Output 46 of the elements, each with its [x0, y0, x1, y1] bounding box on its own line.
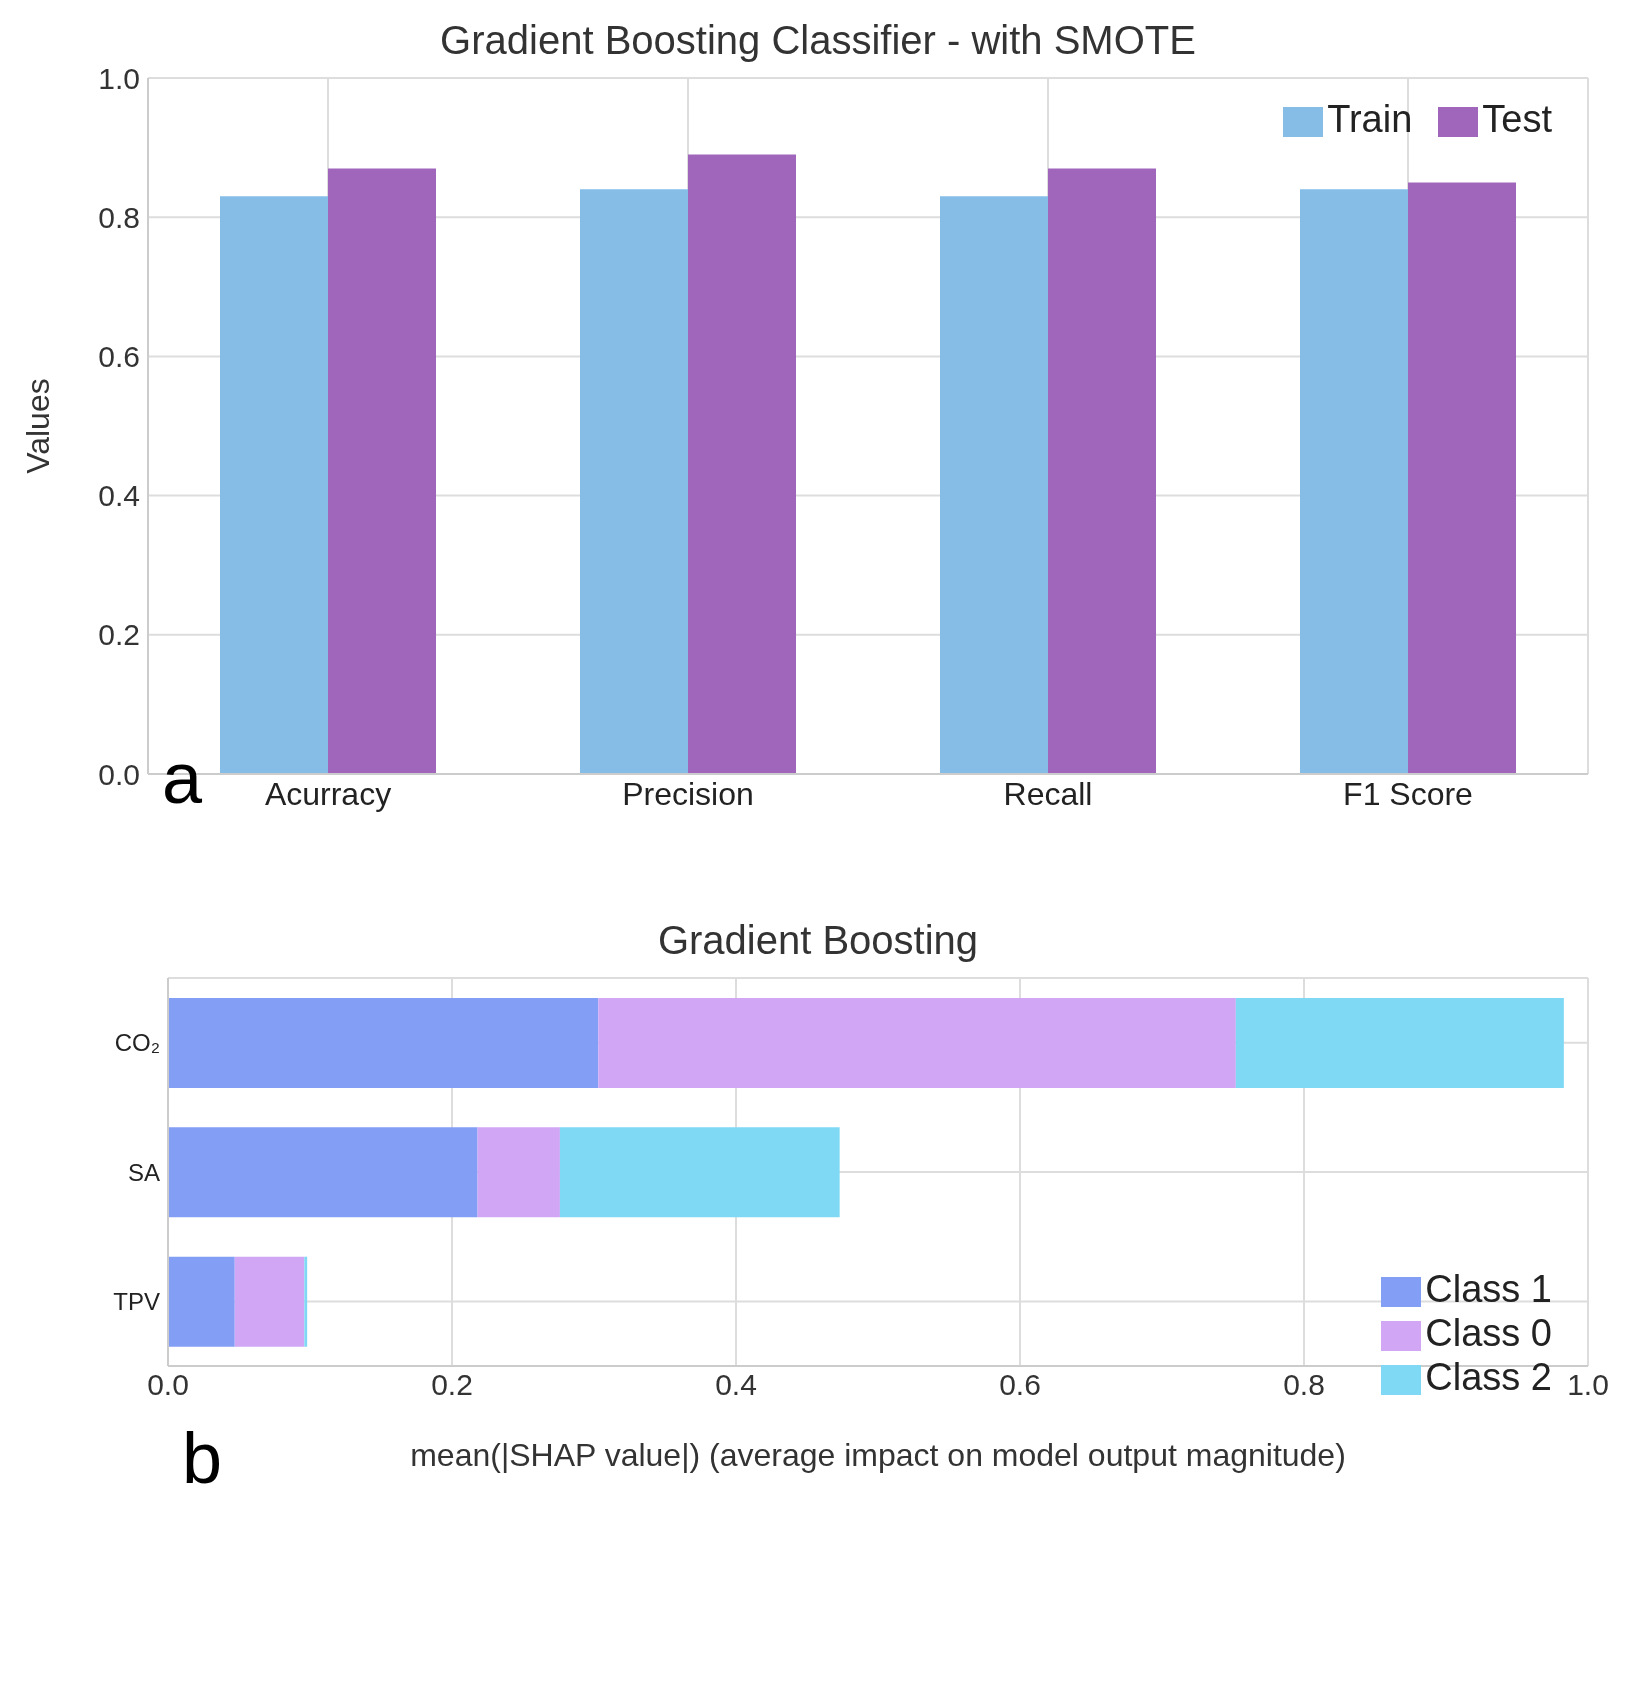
bar [168, 1256, 235, 1347]
x-tick-label: Precision [622, 775, 754, 812]
bar [580, 189, 688, 775]
y-tick-label: 0.8 [98, 200, 140, 234]
y-tick-label: CO₂ [114, 1029, 160, 1057]
x-tick-label: 0.2 [431, 1368, 473, 1402]
legend-label: Class 0 [1425, 1311, 1552, 1354]
y-tick-label: 0.6 [98, 340, 140, 374]
annotation: a [162, 738, 203, 818]
bar [220, 196, 328, 775]
bar [1408, 182, 1516, 775]
x-tick-label: Acurracy [264, 775, 392, 812]
x-tick-label: F1 Score [1343, 775, 1473, 812]
bar [168, 1127, 478, 1218]
x-axis-title: mean(|SHAP value|) (average impact on model output magnitude) [410, 1437, 1346, 1474]
x-tick-label: 0.4 [715, 1368, 757, 1402]
bar [168, 998, 599, 1088]
bar [559, 1127, 840, 1218]
y-tick-label: SA [127, 1158, 160, 1186]
y-tick-label: 0.2 [98, 618, 140, 652]
bar [304, 1256, 308, 1347]
bar [234, 1256, 305, 1347]
legend-label: Train [1327, 98, 1413, 140]
bar [1048, 168, 1156, 775]
bar [477, 1127, 560, 1218]
bar [328, 168, 436, 775]
y-axis-title: Values [20, 378, 57, 474]
x-tick-label: 0.8 [1283, 1368, 1325, 1402]
y-tick-label: TPV [113, 1287, 160, 1315]
bar [1300, 189, 1408, 775]
x-tick-label: Recall [1003, 775, 1093, 812]
chart-title: Gradient Boosting Classifier - with SMOTE [439, 18, 1197, 63]
bar [1235, 998, 1564, 1088]
y-tick-label: 0.4 [98, 479, 140, 513]
x-tick-label: 1.0 [1567, 1368, 1609, 1402]
x-tick-label: 0.0 [147, 1368, 189, 1402]
bar [688, 154, 796, 775]
y-tick-label: 1.0 [98, 61, 140, 95]
legend-label: Class 1 [1425, 1268, 1552, 1310]
x-tick-label: 0.6 [999, 1368, 1041, 1402]
legend-label: Test [1482, 98, 1552, 140]
text: b [182, 1418, 223, 1498]
bar [598, 998, 1236, 1088]
chart-title: Gradient Boosting [656, 918, 980, 963]
bar [940, 196, 1048, 775]
legend-label: Class 2 [1425, 1355, 1552, 1398]
